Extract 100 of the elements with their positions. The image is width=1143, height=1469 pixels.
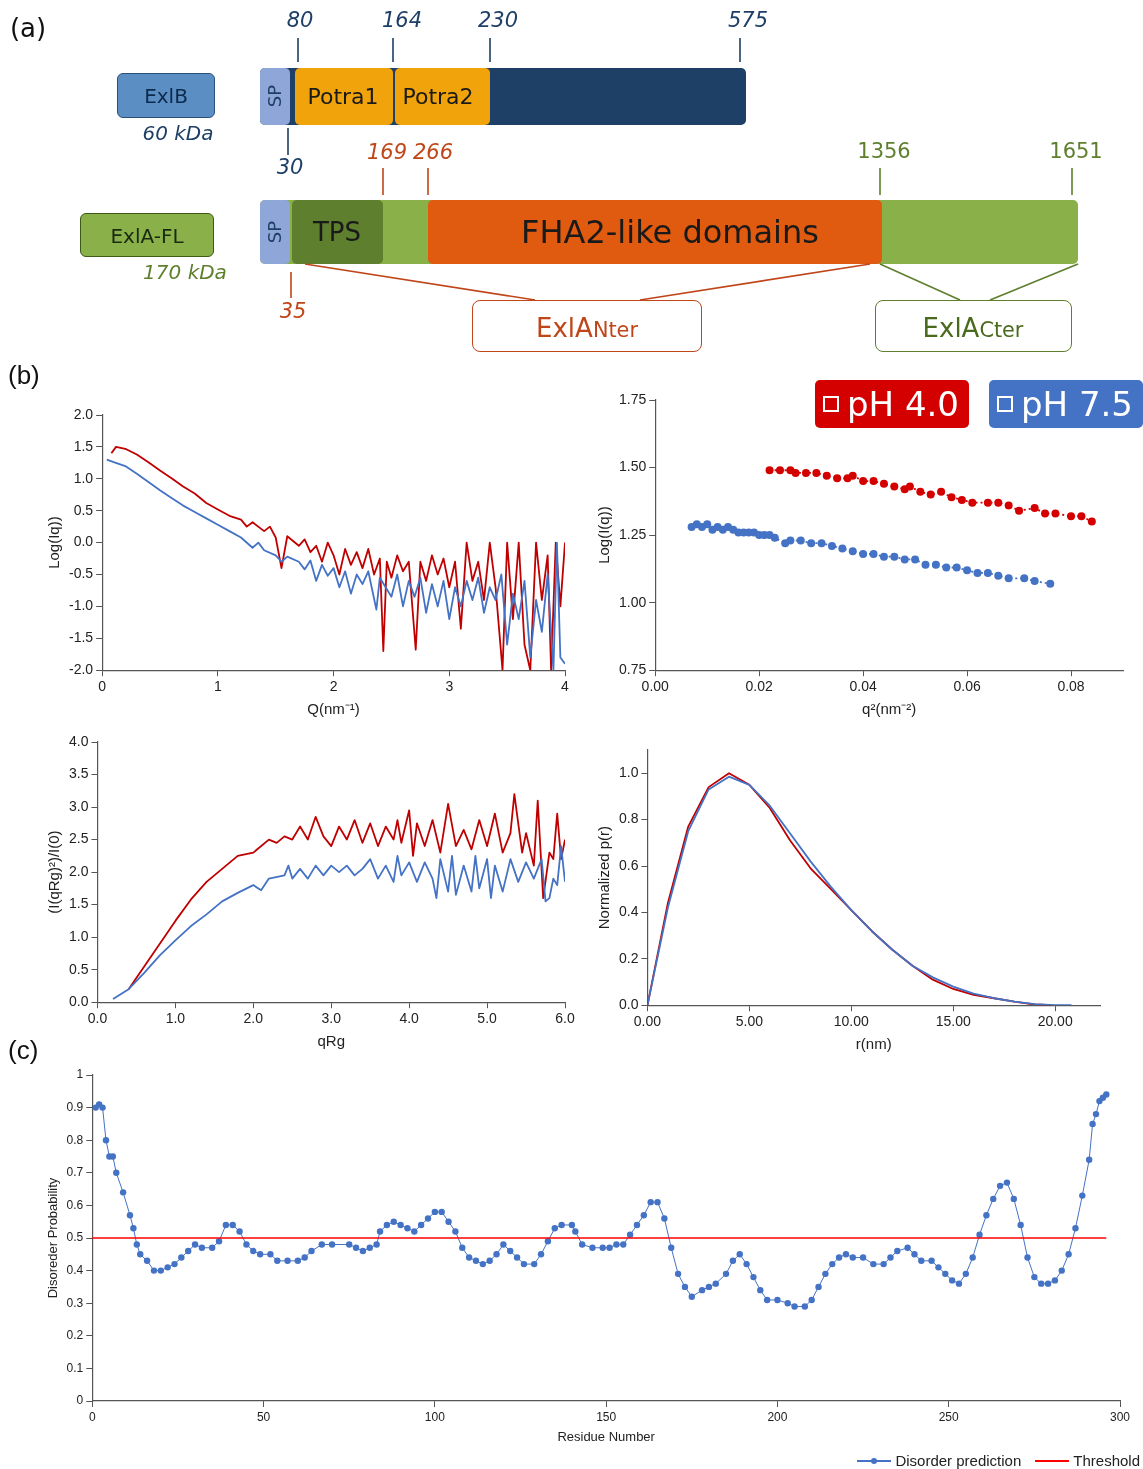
- y-tick-label: 0.0: [618, 996, 639, 1013]
- y-tick-label: 1.5: [68, 895, 89, 912]
- y-tick-label: 0.4: [618, 903, 639, 920]
- y-tick-label: 0.6: [66, 1197, 84, 1212]
- x-tick-label: 4: [561, 678, 570, 695]
- y-tick-label: 3.5: [68, 765, 89, 782]
- legend-label: pH 4.0: [846, 384, 959, 424]
- y-tick-label: 1: [76, 1067, 84, 1082]
- y-tick-label: 0: [76, 1393, 84, 1408]
- y-tick-label: 3.0: [68, 797, 89, 814]
- x-tick-label: 0.08: [1057, 678, 1085, 695]
- x-tick-label: 0.02: [745, 678, 774, 695]
- y-tick-label: 0.7: [66, 1165, 84, 1180]
- y-tick-label: -1.5: [69, 629, 94, 646]
- x-tick-label: 2: [329, 678, 338, 695]
- y-tick-label: 1.0: [618, 764, 639, 781]
- y-tick-label: 0.0: [68, 993, 89, 1010]
- x-axis-title: Residue Number: [557, 1428, 656, 1444]
- legend-label: Disorder prediction: [895, 1452, 1022, 1469]
- x-axis-title: r(nm): [855, 1035, 892, 1053]
- x-tick-label: 0.06: [953, 678, 981, 695]
- y-tick-label: 0.6: [618, 856, 639, 873]
- x-tick-label: 0: [98, 678, 107, 695]
- text: 35: [279, 298, 307, 323]
- x-tick-label: 10.00: [833, 1013, 870, 1030]
- x-tick-label: 200: [767, 1409, 788, 1424]
- x-tick-label: 5.00: [735, 1013, 764, 1030]
- x-tick-label: 300: [1109, 1409, 1131, 1424]
- text: 170 kDa: [143, 260, 227, 284]
- text: Potra2: [402, 84, 474, 109]
- text: 164: [381, 7, 423, 32]
- y-tick-label: -2.0: [69, 661, 94, 678]
- text: ExlB: [144, 84, 188, 108]
- y-tick-label: 0.8: [618, 810, 639, 827]
- chart-title: (c): [8, 1035, 39, 1066]
- y-tick-label: 2.0: [73, 405, 94, 422]
- x-axis-title: qRg: [317, 1032, 345, 1050]
- y-tick-label: 2.0: [68, 862, 89, 879]
- x-tick-label: 6.0: [555, 1010, 575, 1027]
- text: TPS: [312, 217, 362, 247]
- y-tick-label: 1.50: [619, 458, 647, 475]
- y-tick-label: 0.3: [66, 1295, 84, 1310]
- text: SP: [264, 84, 285, 108]
- y-tick-label: 0.0: [73, 533, 94, 550]
- x-tick-label: 3.0: [321, 1010, 342, 1027]
- text: 80: [286, 7, 314, 32]
- x-axis-title: q²(nm⁻²): [862, 700, 917, 718]
- y-tick-label: 0.9: [66, 1099, 84, 1114]
- text: 169: [366, 139, 408, 164]
- x-tick-label: 5.0: [477, 1010, 498, 1027]
- y-tick-label: 0.5: [73, 501, 94, 518]
- x-tick-label: 2.0: [243, 1010, 264, 1027]
- y-tick-label: 4.0: [68, 732, 89, 749]
- y-tick-label: 1.0: [68, 928, 89, 945]
- x-tick-label: 50: [256, 1409, 271, 1424]
- chart-title: (b): [8, 360, 40, 391]
- y-tick-label: 0.5: [66, 1230, 84, 1245]
- x-tick-label: 20.00: [1037, 1013, 1073, 1030]
- y-axis-title: Log(Iq)): [45, 516, 63, 569]
- legend-label: pH 7.5: [1020, 384, 1133, 424]
- y-tick-label: 1.00: [619, 593, 647, 610]
- x-tick-label: 100: [424, 1409, 446, 1424]
- text: 1356: [857, 138, 911, 163]
- text: 1651: [1049, 138, 1103, 163]
- text: SP: [264, 220, 285, 244]
- x-tick-label: 15.00: [935, 1013, 971, 1030]
- x-tick-label: 4.0: [399, 1010, 420, 1027]
- text: (a): [9, 13, 47, 43]
- x-tick-label: 3: [445, 678, 454, 695]
- y-tick-label: -0.5: [69, 565, 94, 582]
- y-axis-title: Normalized p(r): [595, 825, 613, 930]
- text: 575: [727, 7, 769, 32]
- text: 230: [477, 7, 519, 32]
- x-tick-label: 1.0: [165, 1010, 186, 1027]
- y-tick-label: -1.0: [69, 597, 94, 614]
- y-tick-label: 0.1: [66, 1360, 84, 1375]
- text: 30: [276, 154, 304, 179]
- x-tick-label: 250: [938, 1409, 960, 1424]
- y-axis-title: (I(qRg)²)/I(0): [45, 830, 63, 914]
- y-tick-label: 1.25: [619, 525, 647, 542]
- x-tick-label: 0.04: [849, 678, 877, 695]
- y-axis-title: Disoreder Probability: [45, 1177, 61, 1299]
- x-tick-label: 0.0: [87, 1010, 108, 1027]
- text: 266: [412, 139, 454, 164]
- y-tick-label: 0.2: [618, 949, 639, 966]
- y-tick-label: 0.5: [68, 960, 89, 977]
- x-tick-label: 0.00: [633, 1013, 662, 1030]
- y-tick-label: 1.0: [73, 469, 94, 486]
- y-tick-label: 0.75: [619, 661, 647, 678]
- text: FHA2-like domains: [521, 213, 819, 251]
- y-tick-label: 0.8: [66, 1132, 84, 1147]
- y-tick-label: 1.75: [619, 390, 647, 407]
- y-tick-label: 0.4: [66, 1262, 84, 1277]
- x-tick-label: 150: [596, 1409, 617, 1424]
- y-axis-title: Log(I(q)): [595, 506, 613, 564]
- x-axis-title: Q(nm⁻¹): [307, 700, 360, 718]
- y-tick-label: 1.5: [73, 437, 94, 454]
- y-tick-label: 2.5: [68, 830, 89, 847]
- legend-label: Threshold: [1073, 1452, 1140, 1469]
- x-tick-label: 1: [213, 678, 222, 695]
